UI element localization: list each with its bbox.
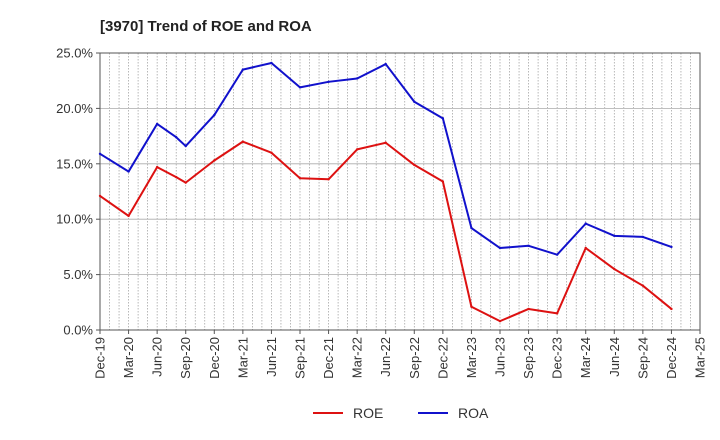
x-tick-label: Jun-20	[150, 337, 165, 377]
y-axis: 0.0% 5.0% 10.0% 15.0% 20.0% 25.0%	[56, 46, 100, 338]
data-point-roa	[127, 170, 130, 173]
data-point-roa	[270, 61, 273, 65]
x-tick-label: Dec-22	[435, 337, 450, 379]
x-tick-label: Dec-24	[664, 337, 679, 379]
x-tick-label: Dec-21	[321, 337, 336, 379]
data-point-roe	[98, 194, 102, 198]
x-tick-label: Jun-22	[378, 337, 393, 377]
x-tick-label: Mar-24	[578, 337, 593, 378]
x-tick-label: Mar-22	[350, 337, 365, 378]
y-tick-label: 25.0%	[56, 46, 93, 61]
x-tick-label: Jun-21	[264, 337, 279, 377]
data-point-roa	[184, 144, 187, 148]
data-point-roa	[355, 77, 359, 80]
data-point-roe	[670, 307, 673, 311]
x-tick-label: Sep-22	[407, 337, 422, 379]
data-point-roe	[270, 151, 273, 154]
x-tick-label: Mar-21	[235, 337, 250, 378]
x-tick-label: Sep-23	[521, 337, 536, 379]
data-point-roe	[155, 165, 159, 169]
data-point-roa	[413, 100, 416, 103]
data-point-roe	[498, 319, 502, 323]
data-point-roa	[241, 68, 245, 71]
data-point-roe	[241, 140, 245, 143]
x-tick-label: Dec-23	[550, 337, 565, 379]
x-tick-label: Dec-19	[93, 337, 108, 379]
plot-area-border	[99, 52, 701, 331]
data-point-roa	[470, 226, 473, 230]
data-point-roe	[384, 141, 387, 144]
y-tick-label: 0.0%	[63, 323, 93, 338]
data-point-roe	[327, 178, 330, 181]
x-tick-label: Jun-23	[493, 337, 508, 377]
x-tick-label: Mar-25	[693, 337, 708, 378]
legend-label-roa: ROA	[458, 405, 489, 421]
x-tick-label: Sep-20	[178, 337, 193, 379]
data-point-roe	[613, 267, 616, 271]
grid-lines	[100, 53, 700, 330]
x-tick-label: Mar-20	[121, 337, 136, 378]
data-point-roe	[184, 181, 187, 184]
series-line-roe	[99, 140, 673, 323]
data-point-roe	[555, 312, 559, 315]
x-axis: Dec-19 Mar-20 Jun-20 Sep-20 Dec-20 Mar-21 Jun-…	[93, 330, 708, 379]
data-point-roa	[670, 245, 673, 249]
data-point-roa	[174, 136, 178, 139]
data-point-roa	[613, 234, 616, 238]
data-point-roe	[127, 214, 130, 218]
x-tick-label: Sep-24	[635, 337, 650, 379]
data-point-roa	[327, 80, 330, 84]
y-tick-label: 10.0%	[56, 212, 93, 227]
data-point-roa	[498, 246, 502, 250]
data-point-roe	[213, 159, 216, 162]
data-point-roe	[527, 307, 530, 311]
data-point-roa	[555, 253, 559, 256]
y-tick-label: 15.0%	[56, 156, 93, 171]
series-lines	[98, 61, 673, 323]
data-point-roe	[298, 177, 302, 180]
data-point-roa	[298, 86, 302, 89]
x-tick-label: Dec-20	[207, 337, 222, 379]
data-point-roe	[174, 175, 178, 179]
data-point-roa	[384, 62, 387, 66]
chart-title: [3970] Trend of ROE and ROA	[100, 18, 312, 35]
data-point-roa	[441, 117, 445, 120]
x-tick-label: Sep-21	[293, 337, 308, 379]
legend: ROE ROA	[313, 405, 489, 421]
data-point-roe	[413, 163, 416, 167]
y-tick-label: 5.0%	[63, 267, 93, 282]
data-point-roe	[584, 246, 587, 250]
y-tick-label: 20.0%	[56, 101, 93, 116]
series-line-roa	[99, 61, 672, 256]
data-point-roa	[155, 122, 159, 126]
data-point-roa	[641, 235, 645, 239]
legend-label-roe: ROE	[353, 405, 383, 421]
data-point-roe	[355, 148, 359, 151]
data-point-roe	[641, 284, 645, 287]
data-point-roa	[98, 152, 102, 156]
x-tick-label: Jun-24	[607, 337, 622, 377]
data-point-roa	[527, 244, 530, 247]
data-point-roe	[441, 180, 445, 183]
data-point-roa	[584, 222, 587, 225]
x-tick-label: Mar-23	[464, 337, 479, 378]
data-point-roa	[213, 113, 216, 117]
data-point-roe	[470, 305, 473, 308]
